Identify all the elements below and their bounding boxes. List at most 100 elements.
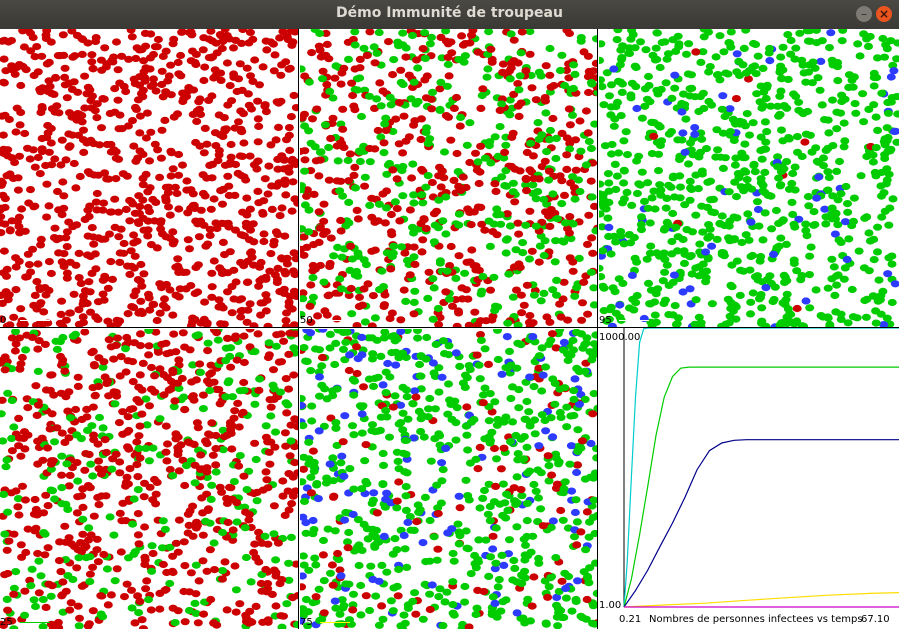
recovered-dot (388, 550, 398, 558)
recovered-dot (328, 94, 338, 102)
recovered-dot (422, 333, 432, 342)
infected-dot (217, 267, 227, 275)
infected-dot (568, 267, 578, 275)
title-bar[interactable]: Démo Immunité de troupeau – × (0, 0, 899, 29)
infected-dot (446, 242, 456, 251)
infected-dot (145, 184, 155, 192)
vaccinated-dot (399, 531, 409, 540)
recovered-dot (420, 54, 430, 62)
recovered-dot (704, 97, 714, 106)
recovered-dot (546, 574, 556, 582)
infected-dot (247, 248, 256, 256)
recovered-dot (610, 115, 620, 123)
recovered-dot (876, 292, 886, 300)
infected-dot (0, 620, 6, 628)
minimize-button[interactable]: – (856, 6, 872, 22)
recovered-dot (541, 109, 551, 117)
recovered-dot (673, 32, 683, 40)
infected-dot (211, 72, 221, 80)
close-button[interactable]: × (876, 6, 892, 22)
infected-dot (560, 191, 569, 199)
infected-dot (321, 29, 331, 37)
infected-dot (486, 286, 495, 294)
recovered-dot (401, 492, 411, 500)
recovered-dot (555, 408, 565, 417)
infected-dot (446, 136, 456, 144)
infected-dot (59, 192, 69, 200)
infected-dot (3, 152, 13, 160)
recovered-dot (703, 178, 713, 186)
infected-dot (236, 125, 246, 133)
infected-dot (531, 96, 541, 104)
recovered-dot (440, 148, 449, 156)
recovered-dot (730, 161, 740, 169)
infected-dot (248, 77, 258, 85)
infected-dot (235, 152, 245, 160)
recovered-dot (835, 157, 844, 166)
recovered-dot (604, 198, 614, 206)
recovered-dot (441, 230, 451, 238)
infected-dot (141, 134, 151, 142)
infected-dot (116, 548, 126, 556)
recovered-dot (760, 168, 770, 176)
recovered-dot (454, 221, 464, 229)
recovered-dot (626, 35, 636, 43)
recovered-dot (503, 319, 513, 327)
infected-dot (216, 301, 226, 310)
recovered-dot (477, 91, 487, 100)
infected-dot (219, 114, 229, 122)
infected-dot (165, 211, 175, 219)
infected-dot (255, 81, 264, 89)
vaccinated-dot (548, 517, 558, 525)
infected-dot (487, 316, 497, 324)
recovered-dot (809, 208, 819, 216)
recovered-dot (784, 134, 794, 142)
recovered-dot (419, 433, 429, 441)
recovered-dot (490, 133, 500, 141)
recovered-dot (332, 385, 342, 393)
recovered-dot (357, 112, 366, 121)
recovered-dot (545, 44, 555, 53)
recovered-dot (328, 454, 338, 462)
recovered-dot (546, 414, 556, 422)
recovered-dot (592, 445, 598, 453)
recovered-dot (331, 339, 341, 347)
infected-dot (281, 270, 290, 278)
recovered-dot (568, 220, 578, 228)
recovered-dot (373, 373, 383, 381)
infected-dot (435, 163, 444, 171)
recovered-dot (652, 29, 662, 37)
recovered-dot (376, 133, 386, 141)
infected-dot (308, 267, 318, 275)
infected-dot (392, 205, 402, 213)
recovered-dot (418, 615, 428, 623)
recovered-dot (454, 210, 464, 218)
infected-dot (290, 195, 298, 203)
infected-dot (26, 186, 35, 194)
recovered-dot (673, 136, 683, 144)
recovered-dot (823, 314, 833, 322)
recovered-dot (470, 551, 480, 560)
recovered-dot (681, 115, 691, 123)
recovered-dot (7, 434, 17, 443)
recovered-dot (729, 136, 739, 144)
infected-dot (155, 280, 165, 288)
vaccinated-dot (830, 230, 840, 238)
recovered-dot (300, 167, 310, 175)
infected-dot (203, 347, 213, 355)
infected-dot (148, 301, 158, 309)
infected-dot (467, 246, 477, 254)
recovered-dot (696, 58, 706, 66)
recovered-dot (623, 151, 632, 159)
infected-dot (239, 262, 249, 270)
recovered-dot (480, 345, 490, 353)
vaccinated-dot (753, 205, 763, 214)
recovered-dot (0, 530, 10, 538)
infected-dot (97, 124, 106, 132)
recovered-dot (776, 234, 786, 242)
recovered-dot (536, 505, 546, 513)
infected-dot (285, 146, 295, 154)
recovered-dot (555, 66, 565, 75)
infected-dot (396, 66, 406, 74)
infected-dot (527, 602, 537, 610)
